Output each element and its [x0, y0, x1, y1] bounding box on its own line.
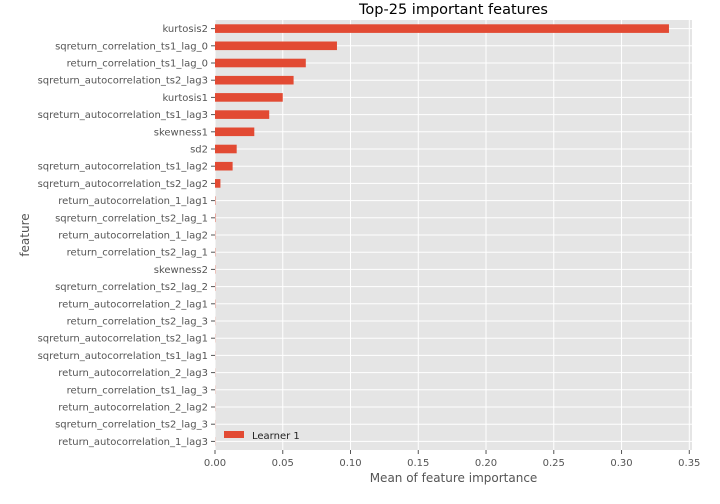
y-axis-label: feature — [18, 213, 32, 256]
y-tick-label: sqreturn_correlation_ts2_lag_1 — [55, 213, 208, 224]
legend-swatch — [224, 431, 244, 438]
y-tick-label: sqreturn_correlation_ts2_lag_2 — [55, 282, 208, 293]
y-tick-label: return_autocorrelation_2_lag1 — [58, 299, 208, 310]
x-tick-label: 0.00 — [204, 458, 226, 469]
bar — [215, 179, 221, 188]
y-tick-label: sqreturn_autocorrelation_ts1_lag2 — [38, 162, 208, 173]
y-tick-label: return_autocorrelation_2_lag3 — [58, 368, 208, 379]
y-tick-label: sd2 — [190, 145, 208, 156]
x-tick-label: 0.20 — [475, 458, 497, 469]
legend: Learner 1 — [224, 431, 300, 442]
y-tick-label: return_correlation_ts1_lag_0 — [67, 59, 208, 70]
y-tick-label: skewness1 — [154, 127, 208, 138]
y-tick-label: return_correlation_ts2_lag_1 — [67, 248, 208, 259]
bar — [215, 41, 337, 51]
bar — [215, 58, 306, 68]
y-tick-label: return_autocorrelation_1_lag1 — [58, 196, 208, 207]
y-tick-label: return_autocorrelation_2_lag2 — [58, 403, 208, 414]
y-tick-label: sqreturn_autocorrelation_ts2_lag1 — [38, 334, 208, 345]
bar — [215, 93, 283, 102]
bar — [215, 144, 237, 154]
y-tick-label: sqreturn_autocorrelation_ts1_lag3 — [38, 110, 208, 121]
y-tick-label: skewness2 — [154, 265, 208, 276]
y-tick-label: sqreturn_autocorrelation_ts1_lag1 — [38, 351, 208, 362]
x-tick-label: 0.15 — [407, 458, 429, 469]
x-tick-label: 0.35 — [678, 458, 700, 469]
y-tick-label: sqreturn_autocorrelation_ts2_lag3 — [38, 76, 208, 87]
bar — [215, 24, 669, 33]
chart-title: Top-25 important features — [358, 2, 548, 18]
x-tick-label: 0.30 — [610, 458, 632, 469]
y-tick-label: sqreturn_correlation_ts1_lag_0 — [55, 41, 208, 52]
y-tick-label: return_correlation_ts1_lag_3 — [67, 385, 208, 396]
y-tick-label: sqreturn_autocorrelation_ts2_lag2 — [38, 179, 208, 190]
y-tick-label: kurtosis2 — [162, 24, 208, 35]
bar — [215, 110, 270, 119]
x-tick-label: 0.25 — [543, 458, 565, 469]
bars — [215, 24, 669, 446]
y-tick-labels: kurtosis2 sqreturn_correlation_ts1_lag_0r… — [38, 24, 215, 448]
bar — [215, 127, 255, 137]
x-tick-labels: 0.00 0.05 0.10 0.15 0.20 0.25 0.30 0.35 — [204, 450, 700, 469]
x-tick-label: 0.10 — [339, 458, 361, 469]
y-tick-label: return_autocorrelation_1_lag3 — [58, 437, 208, 448]
x-tick-label: 0.05 — [272, 458, 294, 469]
y-tick-label: return_correlation_ts2_lag_3 — [67, 317, 208, 328]
bar — [215, 75, 294, 85]
bar — [215, 161, 233, 171]
y-tick-label: kurtosis1 — [162, 93, 208, 104]
x-axis-label: Mean of feature importance — [370, 471, 538, 485]
legend-label: Learner 1 — [252, 431, 300, 442]
y-tick-label: return_autocorrelation_1_lag2 — [58, 231, 208, 242]
y-tick-label: sqreturn_correlation_ts2_lag_3 — [55, 420, 208, 431]
